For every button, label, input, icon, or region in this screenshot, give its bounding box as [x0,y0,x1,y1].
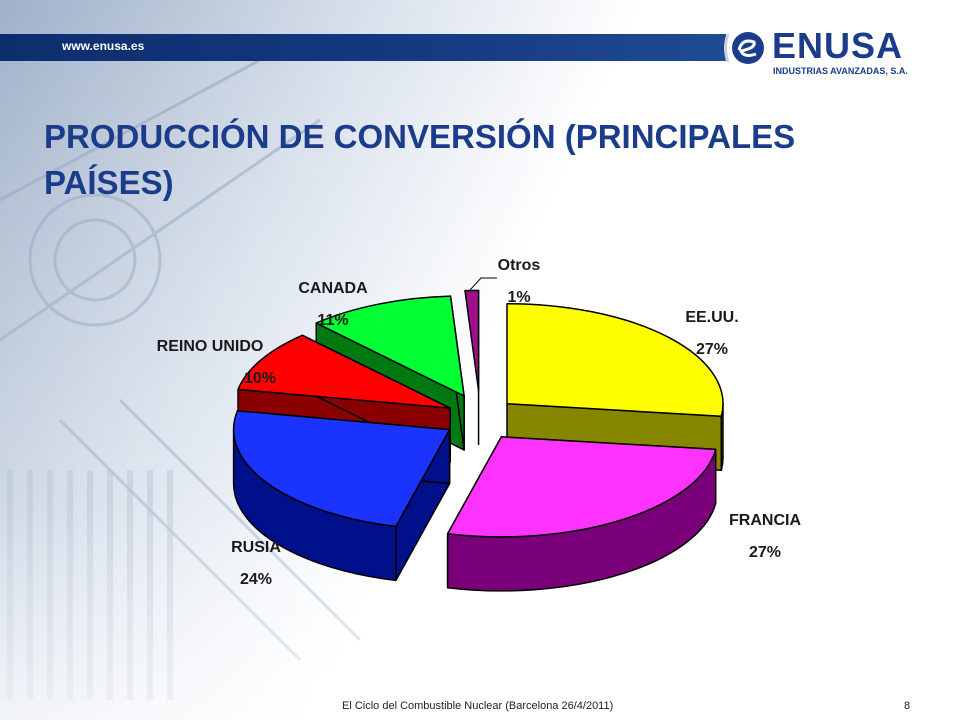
page-title: PRODUCCIÓN DE CONVERSIÓN (PRINCIPALES PA… [44,118,796,201]
footer-text: El Ciclo del Combustible Nuclear (Barcel… [342,700,614,712]
header-bar [0,34,726,61]
slice-label-reino-unido: REINO UNIDO [157,338,264,355]
pie-slice-otros [464,289,480,446]
page-number: 8 [904,700,911,712]
pie-slice-francia [446,436,717,592]
enusa-logo: ENUSA INDUSTRIAS AVANZADAS, S.A. [722,26,912,84]
slice-pct-otros: 1% [507,289,530,306]
pie-slice-rusia [232,410,451,582]
logo-subtitle: INDUSTRIAS AVANZADAS, S.A. [773,66,908,76]
logo-wordmark: ENUSA [772,25,904,66]
slice-pct-francia: 27% [749,544,781,561]
slice-label-ee-uu: EE.UU. [685,309,738,326]
slice-label-francia: FRANCIA [729,512,801,529]
website-link[interactable]: www.enusa.es [62,39,145,53]
slice-label-canada: CANADA [298,280,368,297]
enusa-logo-icon [724,32,764,64]
slice-pct-canada: 11% [317,312,348,329]
slice-label-rusia: RUSIA [231,539,281,556]
otros-leader-line [467,277,497,293]
slice-label-otros: Otros [498,257,541,274]
slice-pct-rusia: 24% [240,571,272,588]
slice-pct-ee-uu: 27% [696,341,728,358]
slice-pct-reino-unido: 10% [244,370,276,387]
